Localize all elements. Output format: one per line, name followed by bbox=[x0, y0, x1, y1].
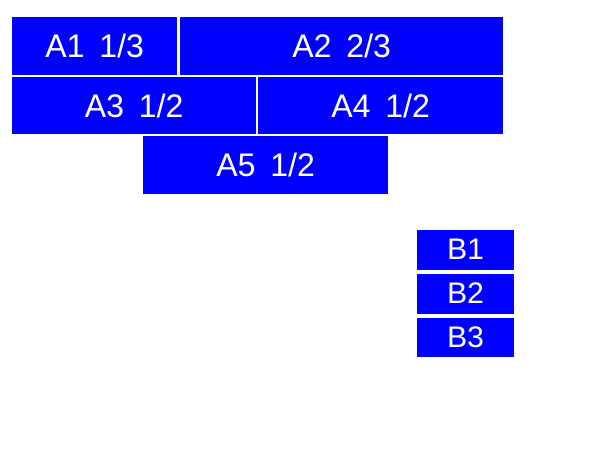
table-b-cell-b2: B2 bbox=[417, 274, 514, 314]
table-a-cell-a2: A2 2/3 bbox=[180, 17, 503, 75]
table-b-cell-b3: B3 bbox=[417, 318, 514, 357]
table-a-cell-a5: A5 1/2 bbox=[143, 136, 388, 194]
table-b-cell-b1: B1 bbox=[417, 230, 514, 270]
table-a-cell-a4: A4 1/2 bbox=[258, 77, 503, 134]
table-a-cell-a1: A1 1/3 bbox=[12, 17, 177, 75]
table-a-cell-a3: A3 1/2 bbox=[12, 77, 256, 134]
